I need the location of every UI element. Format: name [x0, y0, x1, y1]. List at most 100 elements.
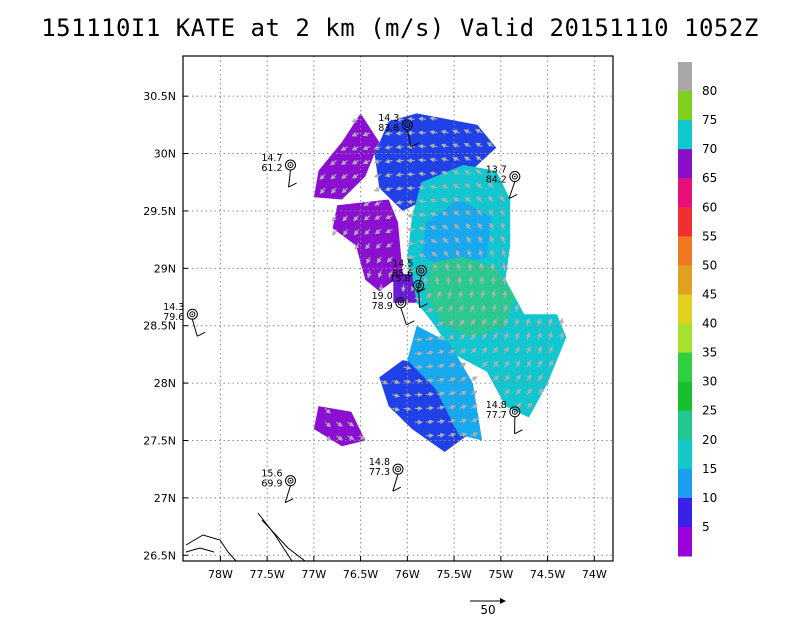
wind-vector [487, 182, 494, 189]
colorbar-swatch [678, 178, 692, 208]
wind-vector [430, 238, 438, 244]
y-tick-label: 27.5N [143, 434, 176, 447]
colorbar-swatch [678, 410, 692, 441]
wind-vector [481, 361, 488, 368]
station-dot [289, 164, 292, 166]
x-tick-label: 74W [582, 568, 607, 581]
wind-vector [463, 143, 472, 148]
wind-vector [347, 421, 355, 427]
wind-barb-staff [392, 474, 399, 492]
wind-vector [384, 144, 393, 150]
coastline-segment [185, 547, 215, 553]
station-ring-inner [418, 267, 425, 274]
wind-vector [332, 229, 337, 237]
wind-vector [418, 253, 427, 259]
station-second-value: 61.2 [261, 163, 282, 174]
wind-vector [373, 186, 382, 192]
y-tick-label: 29N [154, 262, 176, 275]
wind-vector [492, 332, 498, 340]
wind-vector [425, 350, 434, 356]
wind-vector [465, 223, 472, 230]
wind-vector [537, 374, 543, 382]
wind-vector [489, 235, 495, 244]
wind-vector [384, 186, 393, 192]
wind-vector [452, 143, 460, 148]
wind-vector [331, 215, 337, 223]
wind-vector [488, 195, 494, 203]
colorbar-swatch [678, 497, 692, 528]
station-ring-inner [395, 466, 401, 473]
station-ring-inner [404, 121, 411, 128]
wind-barb-staff [406, 129, 412, 147]
wind-vector [351, 145, 359, 151]
wind-vector [453, 210, 461, 216]
wind-vector [388, 270, 394, 278]
x-tick-label: 78W [208, 568, 233, 581]
wind-vector [475, 156, 483, 161]
wind-vector [406, 268, 415, 274]
wind-vector [441, 184, 449, 190]
station-marker: 15.669.9 [261, 469, 296, 504]
wind-vector [490, 262, 496, 271]
wind-vector [504, 374, 510, 382]
wind-vector [459, 432, 468, 438]
station-wind-value: 19.0 [372, 291, 393, 302]
wind-vector [436, 291, 441, 299]
colorbar-swatch [678, 120, 692, 150]
wind-vector [558, 317, 564, 326]
colorbar-label: 10 [702, 491, 717, 505]
station-marker: 14.379.6 [163, 302, 206, 337]
wind-vector [406, 254, 415, 260]
wind-vector [374, 200, 382, 206]
wind-vector [537, 360, 543, 368]
coastline-segment [185, 534, 237, 561]
wind-vector [411, 284, 416, 292]
wind-vector [515, 374, 521, 382]
wind-vector [376, 256, 382, 264]
wind-vector [448, 305, 453, 313]
wind-vector [448, 320, 455, 327]
wind-vector [330, 173, 337, 180]
map-title: 151110I1 KATE at 2 km (m/s) Valid 201511… [41, 14, 759, 42]
observation-stations: 14.383.614.761.2 13.784.214.585.615.819.0… [163, 113, 523, 504]
wind-vector [547, 317, 553, 326]
wind-vector [465, 210, 472, 216]
station-ring-inner [189, 311, 196, 318]
y-tick-label: 28N [154, 377, 176, 390]
wind-vector [464, 183, 472, 189]
wind-vector [363, 215, 371, 221]
wind-vector [475, 129, 483, 134]
wind-vector [437, 377, 445, 383]
wind-barb-flag [284, 498, 294, 504]
wind-vector [503, 318, 508, 326]
wind-vector [490, 249, 495, 258]
wind-vector [469, 290, 474, 299]
wind-vector [513, 304, 519, 313]
wind-vector [418, 130, 427, 136]
wind-barb-flag [392, 486, 402, 492]
wind-vectors [319, 116, 564, 441]
colorbar-swatch [678, 265, 692, 295]
wind-vector [319, 187, 326, 195]
colorbar-label: 40 [702, 317, 717, 331]
wind-vector [452, 170, 460, 176]
wind-vector [340, 146, 348, 151]
wind-vector [456, 262, 462, 271]
wind-vector [375, 242, 382, 249]
wind-barb-staff [418, 290, 421, 308]
wind-vector [481, 318, 486, 326]
wind-vector [526, 388, 533, 395]
wind-vector [414, 296, 423, 302]
wind-vector [448, 405, 457, 410]
y-tick-label: 28.5N [143, 320, 176, 333]
wind-vector [343, 229, 348, 236]
wind-vector [463, 156, 472, 162]
wind-vector [480, 304, 486, 313]
wind-vector [395, 116, 404, 122]
station-wind-value: 14.5 [392, 259, 413, 270]
station-marker: 15.8 [389, 274, 428, 308]
y-tick-label: 30N [154, 148, 176, 161]
coastline-segment [261, 519, 306, 561]
wind-barb-staff [288, 169, 291, 188]
station-wind-value: 13.7 [486, 165, 507, 176]
